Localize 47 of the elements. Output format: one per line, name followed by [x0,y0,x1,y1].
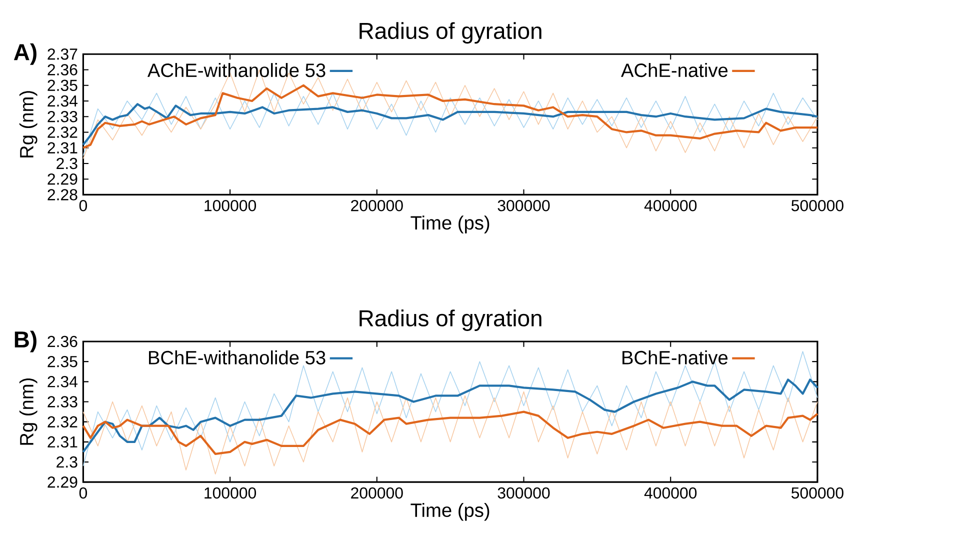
y-tick-label: 2.28 [48,188,78,200]
x-tick-label: 500000 [791,200,844,212]
text: A) [14,43,36,65]
line-series [82,351,818,466]
y-tick-label: 2.29 [48,476,78,488]
x-tick-label: 400000 [644,487,697,498]
x-tick-label: 200000 [351,487,403,498]
y-tick-label: 2.33 [48,396,78,408]
x-tick-label: 0 [79,487,88,498]
legend-label: AChE-withanolide 53 [147,62,326,77]
y-tick-label: 2.3 [56,158,78,169]
legend-label: BChE-withanolide 53 [148,350,326,364]
line-series [82,84,819,149]
y-tick-label: 2.32 [48,416,78,428]
x-tick-label: 300000 [498,200,550,212]
y-tick-label: 2.3 [56,456,78,468]
y-tick-label: 2.33 [48,110,78,122]
y-axis-title: Rg (nm) [19,90,38,158]
y-tick-label: 2.31 [48,436,78,448]
x-axis-title: Time (ps) [410,215,490,234]
y-tick-label: 2.37 [48,48,78,60]
y-tick-label: 2.35 [48,356,78,368]
line-series [82,378,819,453]
chart-title: Radius of gyration [360,309,542,331]
x-tick-label: 500000 [791,487,844,498]
y-tick-label: 2.32 [48,126,78,138]
chart-title: Radius of gyration [360,22,542,44]
legend-label: BChE-native [622,350,728,364]
x-tick-label: 400000 [644,200,697,212]
text: B) [14,330,36,352]
x-tick-label: 100000 [204,487,256,498]
x-axis-title: Time (ps) [410,502,490,521]
x-tick-label: 100000 [204,200,256,212]
x-tick-label: 0 [79,200,88,212]
y-tick-label: 2.36 [48,336,78,348]
line-series [82,92,818,156]
y-tick-label: 2.34 [48,95,78,107]
y-tick-label: 2.31 [48,142,78,154]
legend-label: AChE-native [621,62,728,77]
y-tick-label: 2.34 [48,376,78,388]
y-tick-label: 2.35 [48,80,78,91]
x-tick-label: 200000 [351,200,403,212]
x-tick-label: 300000 [498,487,550,498]
y-tick-label: 2.29 [48,173,78,185]
y-axis-title: Rg (nm) [19,378,38,445]
line-series [82,391,818,474]
y-tick-label: 2.36 [48,64,78,76]
